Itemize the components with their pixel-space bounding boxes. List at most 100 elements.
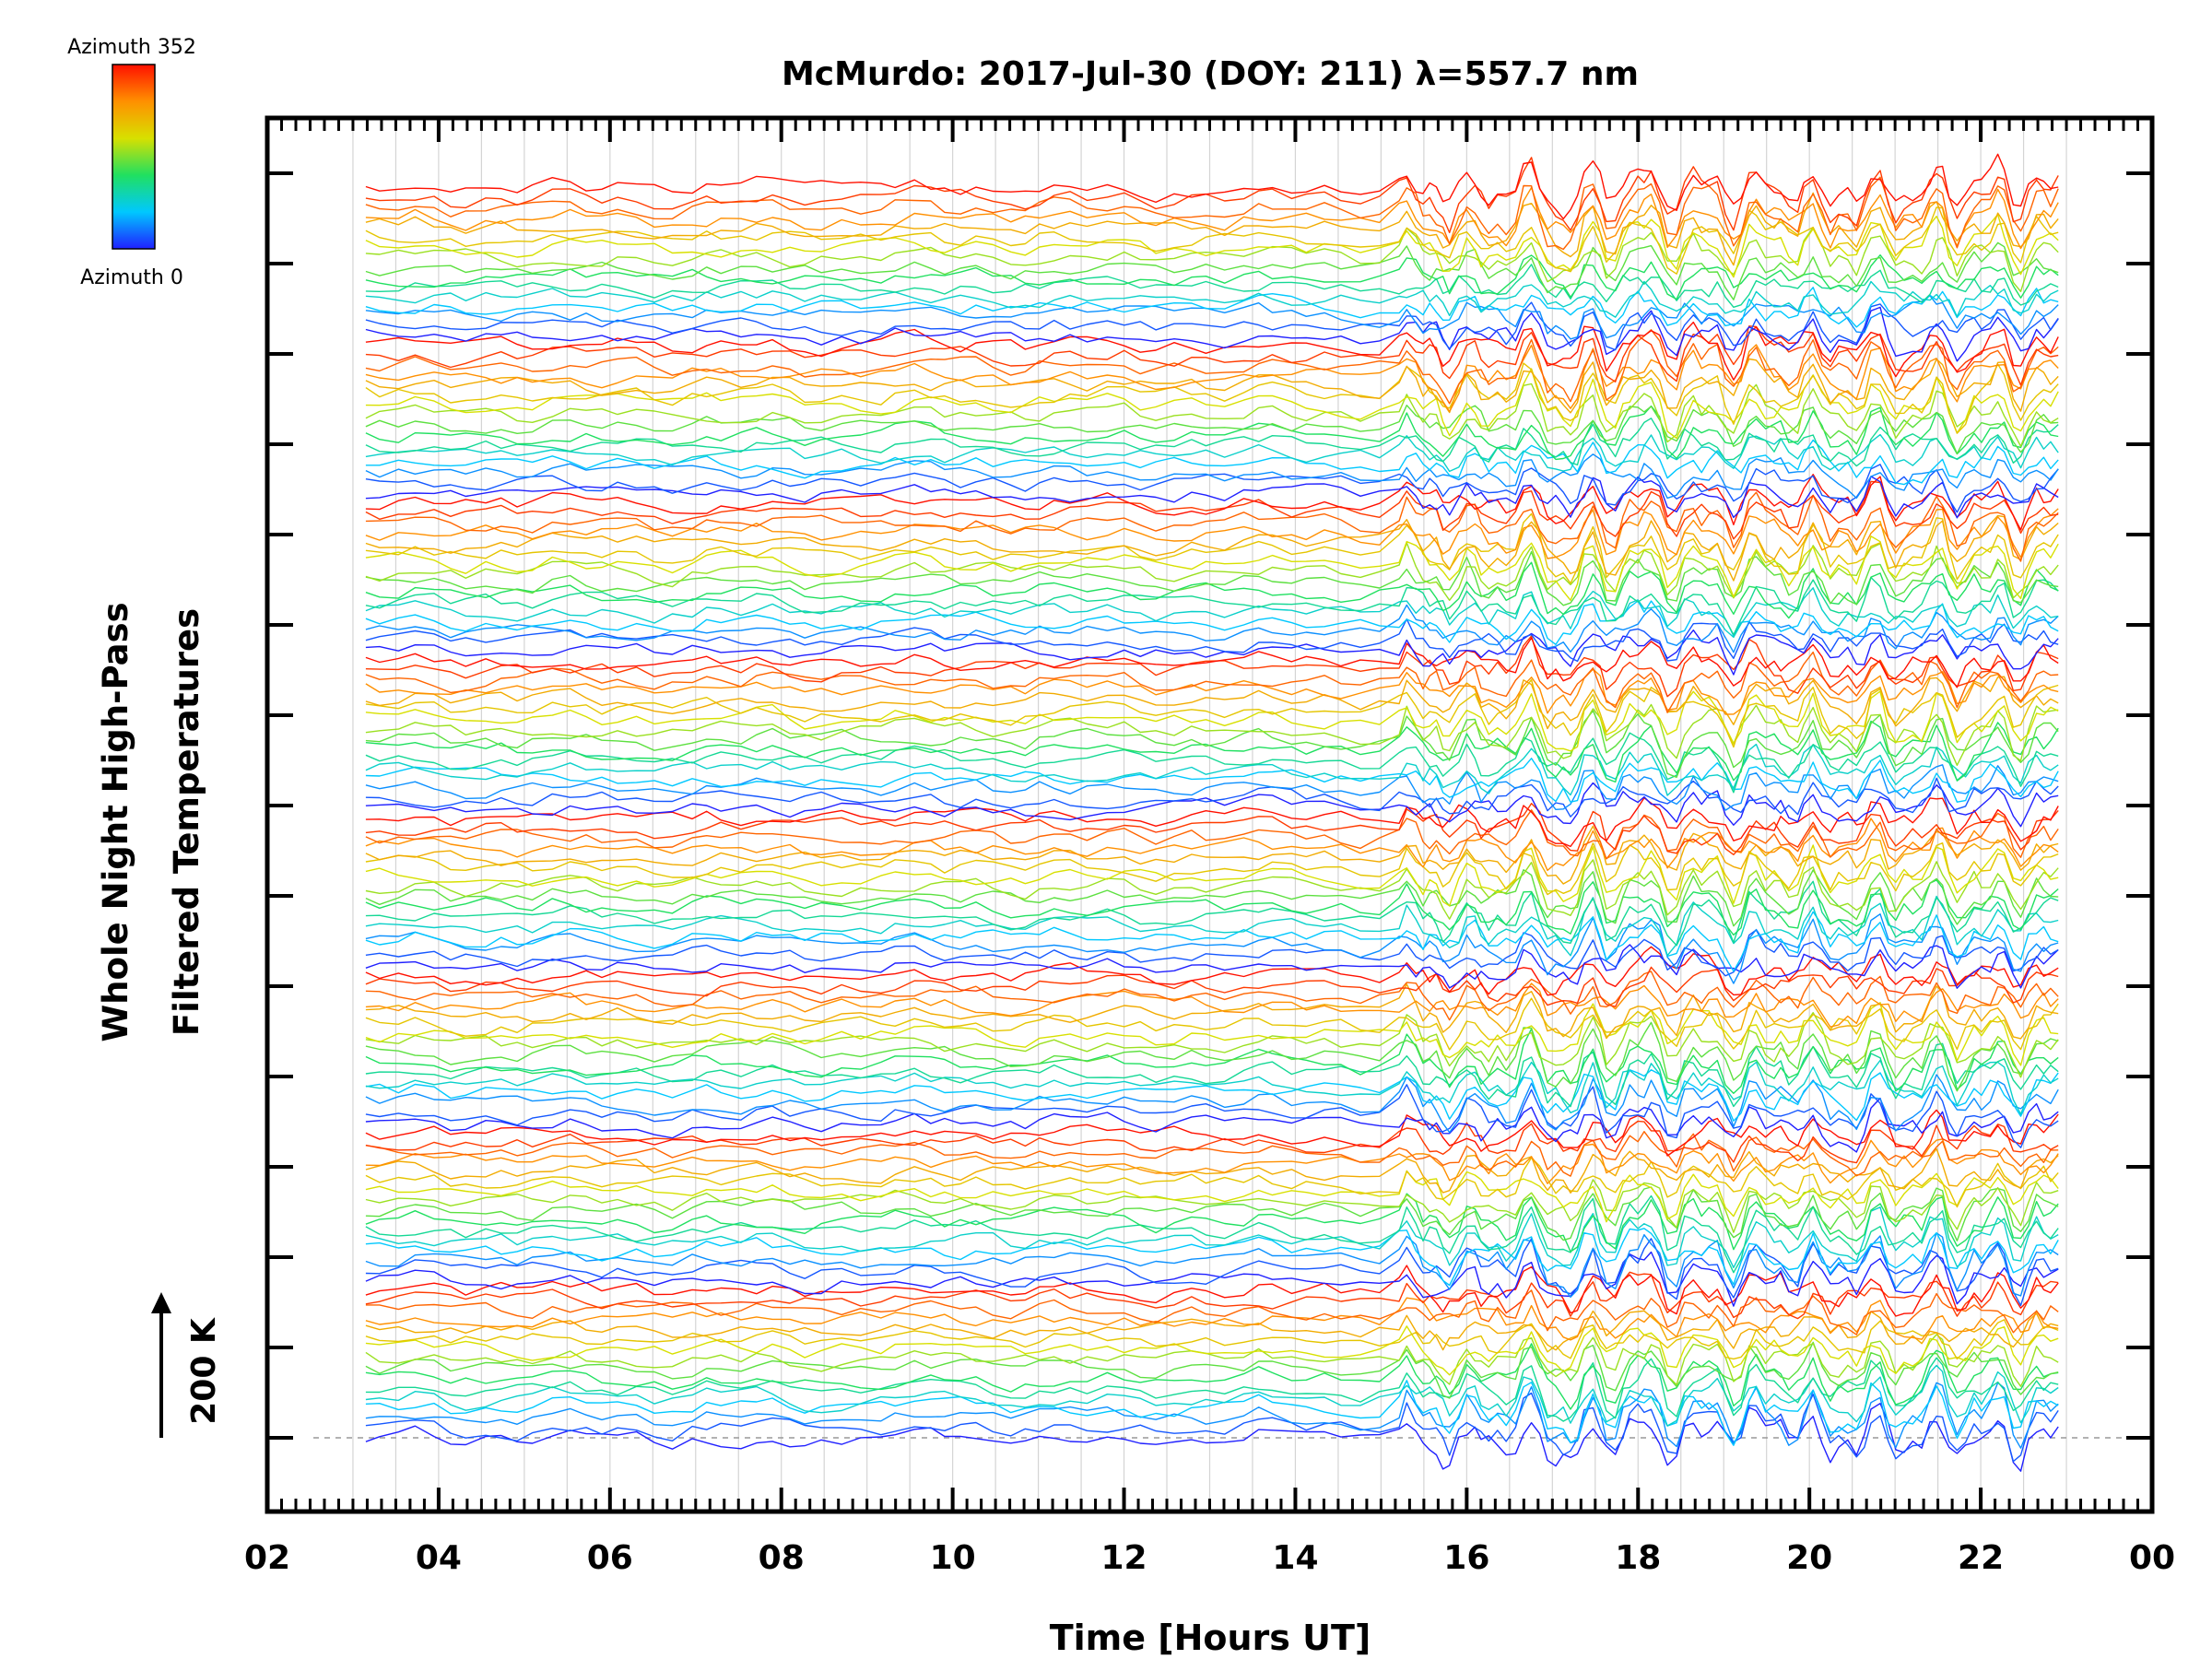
- chart-title: McMurdo: 2017-Jul-30 (DOY: 211) λ=557.7 …: [782, 55, 1639, 93]
- series-line: [365, 1059, 2059, 1115]
- y-axis-label-line1: Whole Night High-Pass: [96, 602, 135, 1041]
- x-tick-label: 16: [1443, 1539, 1489, 1577]
- series-line: [365, 1341, 2059, 1399]
- x-tick-label: 04: [416, 1539, 462, 1577]
- series-line: [365, 1011, 2059, 1078]
- series-line: [365, 1021, 2059, 1092]
- series-line: [365, 480, 2059, 540]
- series-line: [365, 418, 2059, 467]
- series-line: [365, 1382, 2059, 1449]
- series-line: [365, 382, 2059, 447]
- series-line: [365, 743, 2059, 796]
- series-line: [365, 1364, 2059, 1427]
- series-line: [365, 561, 2059, 619]
- series-line: [365, 514, 2059, 582]
- series-line: [365, 306, 2059, 362]
- series-line: [365, 1074, 2059, 1134]
- series-line: [365, 287, 2059, 328]
- series-line: [365, 512, 2059, 584]
- series-line: [365, 1179, 2059, 1233]
- series-line: [365, 1310, 2059, 1351]
- series-line: [365, 157, 2059, 234]
- series-line: [365, 678, 2059, 748]
- series-line: [365, 474, 2059, 531]
- series-line: [365, 1228, 2059, 1287]
- series-line: [365, 600, 2059, 645]
- series-line: [365, 1084, 2059, 1148]
- series-line: [365, 1069, 2059, 1122]
- series-line: [365, 186, 2059, 250]
- series-line: [365, 1130, 2059, 1177]
- series-line: [365, 508, 2059, 559]
- series-line: [365, 227, 2059, 292]
- x-tick-label: 08: [759, 1539, 805, 1577]
- x-tick-label: 14: [1272, 1539, 1318, 1577]
- series-line: [365, 983, 2059, 1040]
- series-line: [365, 1289, 2059, 1335]
- x-tick-label: 12: [1100, 1539, 1147, 1577]
- series-line: [365, 1343, 2059, 1410]
- series-line: [365, 176, 2059, 251]
- series-line: [365, 1042, 2059, 1108]
- series-line: [365, 1380, 2059, 1446]
- series-line: [365, 264, 2059, 308]
- series-line: [365, 476, 2059, 519]
- series-line: [365, 825, 2059, 885]
- series-line: [365, 809, 2059, 860]
- series-line: [365, 213, 2059, 278]
- series-line: [365, 550, 2059, 606]
- series-line: [365, 703, 2059, 766]
- series-line: [365, 1120, 2059, 1164]
- scale-arrow: [151, 1292, 171, 1438]
- series-line: [365, 637, 2059, 688]
- series-line: [365, 971, 2059, 1021]
- series-line: [365, 535, 2059, 601]
- series-line: [365, 676, 2059, 730]
- series-line: [365, 329, 2059, 405]
- series-line: [365, 344, 2059, 413]
- series-line: [365, 777, 2059, 818]
- series-line: [365, 720, 2059, 783]
- series-line: [365, 982, 2059, 1028]
- series-line: [365, 358, 2059, 414]
- series-line: [365, 1002, 2059, 1066]
- series-line: [365, 879, 2059, 936]
- series-line: [365, 1334, 2059, 1387]
- x-tick-label: 18: [1615, 1539, 1661, 1577]
- series-line: [365, 1325, 2059, 1376]
- series-line: [365, 629, 2059, 676]
- series-line: [365, 405, 2059, 461]
- series-line: [365, 1157, 2059, 1208]
- series-line: [365, 869, 2059, 927]
- colorbar-label-top: Azimuth 352: [67, 36, 196, 59]
- series-line: [365, 153, 2059, 220]
- series-line: [365, 1297, 2059, 1341]
- axis-ticks: [265, 118, 2154, 1512]
- series-line: [365, 997, 2059, 1051]
- series-line: [365, 542, 2059, 601]
- series-line: [365, 241, 2059, 300]
- x-axis-label: Time [Hours UT]: [1050, 1618, 1371, 1658]
- series-line: [365, 362, 2059, 434]
- series-line: [365, 1392, 2059, 1463]
- series-line: [365, 1319, 2059, 1360]
- series-line: [365, 1265, 2059, 1317]
- series-line: [365, 1109, 2059, 1157]
- series-line: [365, 439, 2059, 486]
- series-line: [365, 929, 2059, 977]
- x-tick-label: 06: [587, 1539, 633, 1577]
- series-line: [365, 301, 2059, 351]
- series-line: [365, 651, 2059, 713]
- series-line: [365, 944, 2059, 989]
- series-line: [365, 895, 2059, 957]
- series-group: [365, 153, 2059, 1472]
- series-line: [365, 1402, 2059, 1472]
- series-line: [365, 254, 2059, 300]
- series-line: [365, 782, 2059, 828]
- series-line: [365, 946, 2059, 996]
- series-line: [365, 859, 2059, 920]
- y-axis-label-line2: Filtered Temperatures: [167, 608, 206, 1036]
- series-line: [365, 1097, 2059, 1153]
- x-tick-labels: 02 04 06 08 10 12 14 16 18 20 22 00: [244, 1539, 2175, 1577]
